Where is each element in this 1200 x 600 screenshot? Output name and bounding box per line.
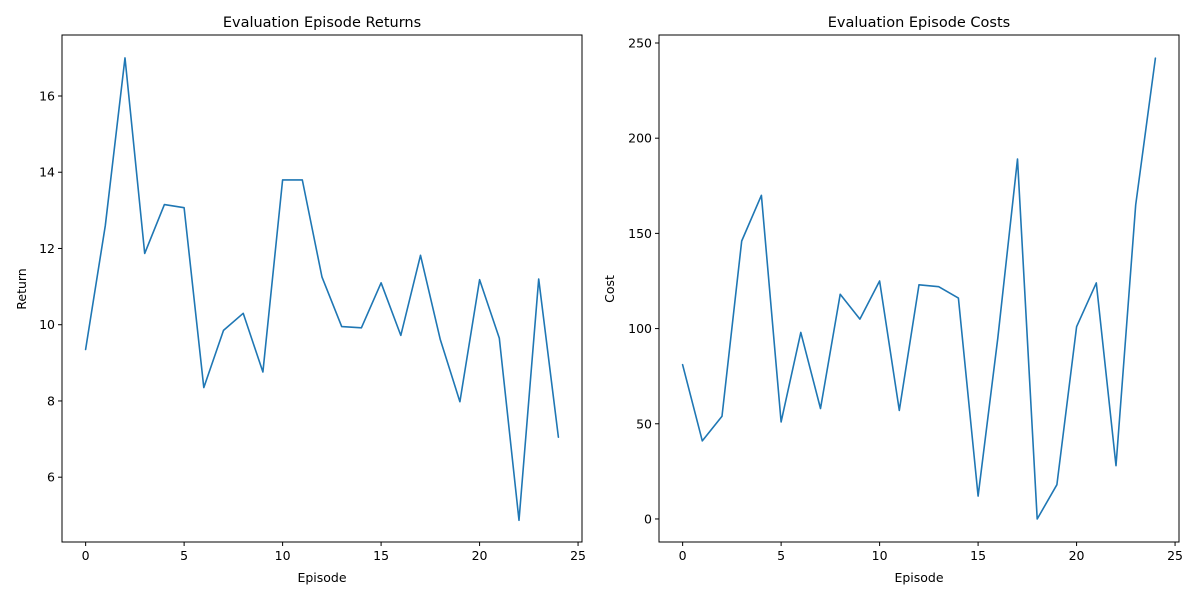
x-tick-label: 20 <box>472 548 488 563</box>
y-tick-label: 150 <box>628 226 652 241</box>
y-tick-label: 12 <box>39 241 55 256</box>
costs-chart: Evaluation Episode Costs Episode Cost 0 5… <box>602 15 1183 585</box>
y-tick-label: 8 <box>47 393 55 408</box>
chart-title: Evaluation Episode Costs <box>828 15 1010 31</box>
x-axis-label: Episode <box>894 570 943 585</box>
costs-line <box>681 57 1157 520</box>
y-axis-label: Cost <box>602 275 617 303</box>
plot-frame <box>61 34 583 543</box>
x-tick-label: 15 <box>970 548 986 563</box>
x-tick-label: 5 <box>777 548 785 563</box>
x-tick-label: 5 <box>180 548 188 563</box>
y-tick-label: 6 <box>47 470 55 485</box>
x-tick-label: 10 <box>872 548 888 563</box>
x-tick-label: 20 <box>1069 548 1085 563</box>
x-tick-label: 0 <box>679 548 687 563</box>
x-tick-label: 25 <box>570 548 586 563</box>
y-tick-label: 50 <box>636 416 652 431</box>
chart-title: Evaluation Episode Returns <box>223 15 421 31</box>
y-tick-label: 10 <box>39 317 55 332</box>
x-axis-label: Episode <box>297 570 346 585</box>
y-tick-label: 200 <box>628 131 652 146</box>
x-tick-label: 25 <box>1167 548 1183 563</box>
plot-frame <box>658 34 1180 543</box>
x-tick-label: 0 <box>82 548 90 563</box>
x-tick-label: 15 <box>373 548 389 563</box>
x-tick-label: 10 <box>275 548 291 563</box>
y-tick-label: 16 <box>39 88 55 103</box>
y-tick-label: 100 <box>628 321 652 336</box>
returns-chart: Evaluation Episode Returns Episode Retur… <box>14 15 586 585</box>
axis-ticks: 0 5 10 15 20 25 6 8 10 12 14 16 <box>39 88 586 563</box>
y-axis-label: Return <box>14 268 29 309</box>
y-tick-label: 250 <box>628 35 652 50</box>
returns-line <box>84 57 560 522</box>
y-tick-label: 0 <box>644 511 652 526</box>
y-tick-label: 14 <box>39 165 55 180</box>
